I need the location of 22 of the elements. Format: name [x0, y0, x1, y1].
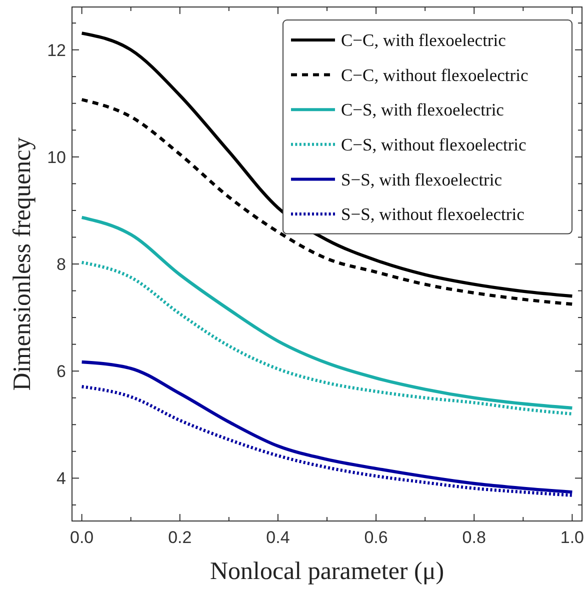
x-tick-label: 1.0 [560, 528, 584, 547]
y-tick-label: 8 [56, 254, 66, 274]
line-series [80, 360, 574, 494]
x-tick-label: 0.8 [462, 528, 486, 547]
x-tick-label: 0.2 [168, 528, 192, 547]
line-series [80, 98, 574, 306]
y-axis-title: Dimensionless frequency [9, 136, 36, 391]
legend-label: S−S, with flexoelectric [341, 169, 502, 190]
y-tick-label: 10 [47, 148, 66, 167]
legend-label: C−C, without flexoelectric [341, 64, 528, 85]
legend-label: C−S, without flexoelectric [341, 134, 527, 155]
x-tick-label: 0.0 [70, 528, 94, 547]
line-series [80, 32, 574, 298]
legend-label: S−S, without flexoelectric [341, 204, 525, 224]
legend-label: C−C, with flexoelectric [341, 30, 506, 50]
legend-label: C−S, with flexoelectric [341, 100, 504, 120]
x-tick-label: 0.4 [266, 528, 290, 547]
x-axis-title: Nonlocal parameter (μ) [210, 558, 444, 585]
y-tick-label: 6 [56, 362, 66, 382]
x-tick-label: 0.6 [364, 528, 388, 547]
y-tick-label: 12 [47, 40, 66, 60]
y-tick-label: 4 [56, 469, 66, 488]
